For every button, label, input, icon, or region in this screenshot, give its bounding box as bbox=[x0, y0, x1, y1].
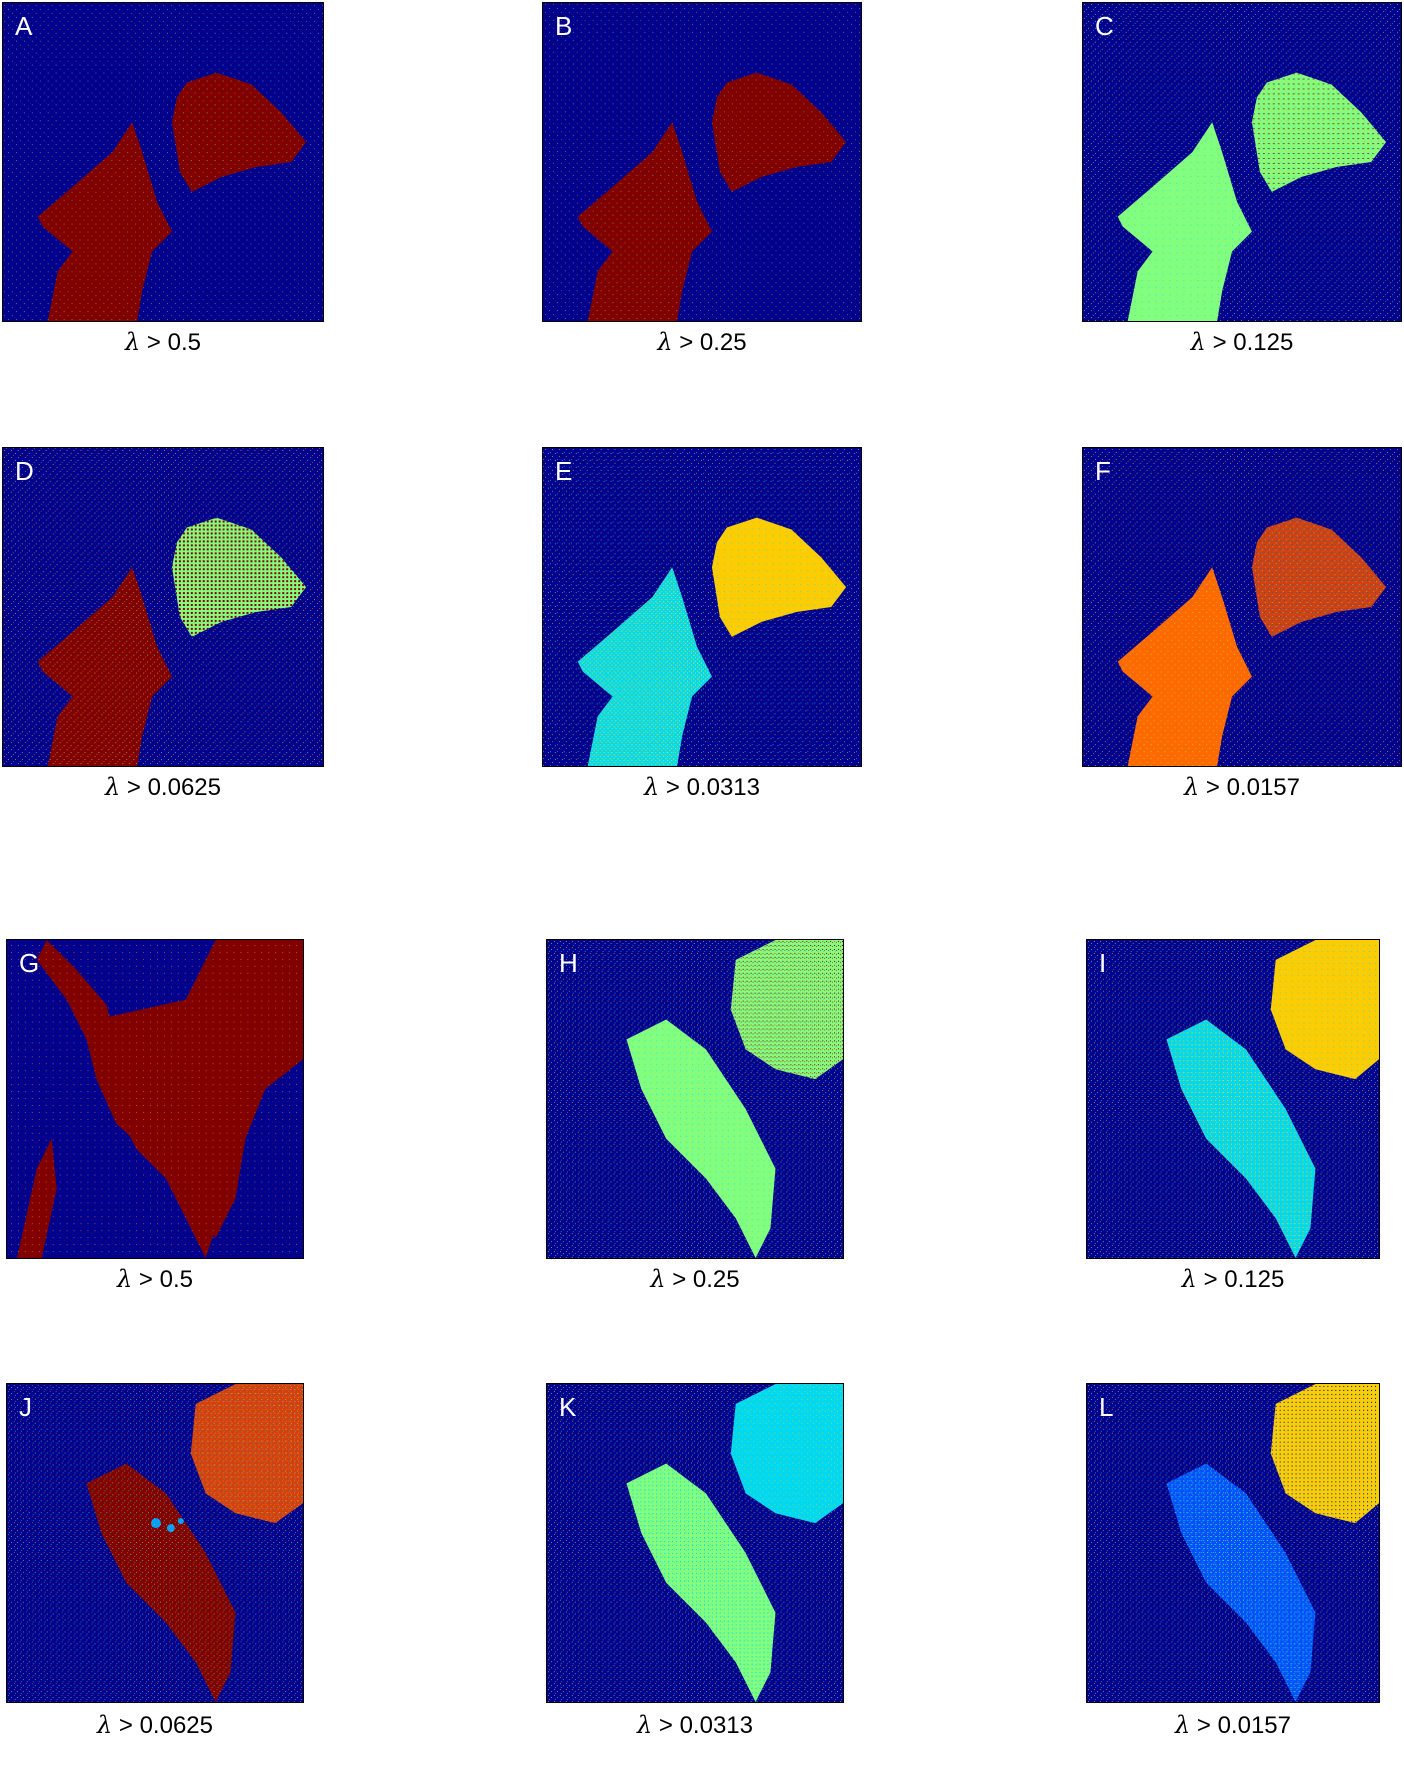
panel-letter: K bbox=[559, 1392, 577, 1422]
lambda-symbol: λ bbox=[117, 1265, 133, 1293]
segmentation-image-b: B bbox=[542, 2, 862, 322]
threshold-value: > 0.0313 bbox=[665, 774, 760, 801]
panel-letter: H bbox=[559, 948, 578, 978]
panel-e: E λ > 0.0313 bbox=[542, 447, 862, 802]
threshold-value: > 0.0625 bbox=[118, 1712, 213, 1739]
image-j-svg bbox=[7, 1384, 303, 1702]
panel-l: L λ > 0.0157 bbox=[1086, 1383, 1380, 1743]
segmentation-image-d: D bbox=[2, 447, 324, 767]
panel-caption: λ > 0.5 bbox=[6, 1267, 304, 1292]
threshold-value: > 0.0313 bbox=[658, 1712, 753, 1739]
panel-letter: B bbox=[555, 11, 573, 41]
panel-caption: λ > 0.25 bbox=[546, 1267, 844, 1292]
segmentation-image-j: J bbox=[6, 1383, 304, 1703]
lambda-symbol: λ bbox=[97, 1711, 113, 1739]
panel-caption: λ > 0.125 bbox=[1082, 330, 1402, 355]
threshold-value: > 0.0625 bbox=[126, 774, 221, 801]
threshold-value: > 0.0157 bbox=[1196, 1712, 1291, 1739]
panel-caption: λ > 0.125 bbox=[1086, 1267, 1380, 1292]
panel-letter: L bbox=[1099, 1392, 1114, 1422]
segmentation-image-g: G bbox=[6, 939, 304, 1259]
threshold-value: > 0.125 bbox=[1203, 1266, 1285, 1293]
panel-letter: G bbox=[19, 948, 40, 978]
panel-letter: C bbox=[1095, 11, 1114, 41]
segmentation-image-k: K bbox=[546, 1383, 844, 1703]
panel-caption: λ > 0.0313 bbox=[546, 1713, 844, 1738]
image-k-svg bbox=[547, 1384, 843, 1702]
panel-a: A λ > 0.5 bbox=[2, 2, 324, 355]
image-d-svg bbox=[3, 448, 323, 766]
image-e-svg bbox=[543, 448, 861, 766]
panel-letter: E bbox=[555, 456, 573, 486]
threshold-value: > 0.25 bbox=[679, 329, 747, 356]
panel-d: D λ > 0.0625 bbox=[2, 447, 324, 802]
segmentation-image-h: H bbox=[546, 939, 844, 1259]
image-h-svg bbox=[547, 940, 843, 1258]
image-f-svg bbox=[1083, 448, 1401, 766]
panel-caption: λ > 0.0313 bbox=[542, 775, 862, 800]
lambda-symbol: λ bbox=[650, 1265, 666, 1293]
panel-caption: λ > 0.5 bbox=[2, 330, 324, 355]
segmentation-image-f: F bbox=[1082, 447, 1402, 767]
panel-j: J λ > 0.0625 bbox=[6, 1383, 304, 1743]
panel-caption: λ > 0.0625 bbox=[2, 775, 324, 800]
image-g-svg bbox=[7, 940, 303, 1258]
panel-letter: I bbox=[1099, 948, 1107, 978]
panel-h: H λ > 0.25 bbox=[546, 939, 844, 1294]
segmentation-image-c: C bbox=[1082, 2, 1402, 322]
threshold-value: > 0.5 bbox=[138, 1266, 193, 1293]
segmentation-image-l: L bbox=[1086, 1383, 1380, 1703]
panel-caption: λ > 0.0157 bbox=[1086, 1713, 1380, 1738]
image-c-svg bbox=[1083, 3, 1401, 321]
threshold-value: > 0.125 bbox=[1212, 329, 1294, 356]
lambda-symbol: λ bbox=[125, 328, 141, 356]
panel-letter: F bbox=[1095, 456, 1111, 486]
lambda-symbol: λ bbox=[644, 773, 660, 801]
panel-g: G λ > 0.5 bbox=[6, 939, 304, 1294]
threshold-value: > 0.5 bbox=[146, 329, 201, 356]
panel-i: I λ > 0.125 bbox=[1086, 939, 1380, 1294]
panel-k: K λ > 0.0313 bbox=[546, 1383, 844, 1743]
panel-letter: A bbox=[15, 11, 33, 41]
image-a-svg bbox=[3, 3, 323, 321]
panel-letter: J bbox=[19, 1392, 32, 1422]
panel-letter: D bbox=[15, 456, 34, 486]
panel-caption: λ > 0.25 bbox=[542, 330, 862, 355]
lambda-symbol: λ bbox=[1175, 1711, 1191, 1739]
segmentation-image-i: I bbox=[1086, 939, 1380, 1259]
lambda-symbol: λ bbox=[105, 773, 121, 801]
lambda-symbol: λ bbox=[1184, 773, 1200, 801]
segmentation-image-e: E bbox=[542, 447, 862, 767]
panel-f: F λ > 0.0157 bbox=[1082, 447, 1402, 802]
panel-b: B λ > 0.25 bbox=[542, 2, 862, 355]
threshold-value: > 0.25 bbox=[672, 1266, 740, 1293]
image-l-svg bbox=[1087, 1384, 1379, 1702]
image-b-svg bbox=[543, 3, 861, 321]
segmentation-image-a: A bbox=[2, 2, 324, 322]
lambda-symbol: λ bbox=[1190, 328, 1206, 356]
threshold-value: > 0.0157 bbox=[1205, 774, 1300, 801]
image-i-svg bbox=[1087, 940, 1379, 1258]
panel-c: C λ > 0.125 bbox=[1082, 2, 1402, 355]
panel-caption: λ > 0.0157 bbox=[1082, 775, 1402, 800]
panel-caption: λ > 0.0625 bbox=[6, 1713, 304, 1738]
lambda-symbol: λ bbox=[637, 1711, 653, 1739]
lambda-symbol: λ bbox=[657, 328, 673, 356]
lambda-symbol: λ bbox=[1181, 1265, 1197, 1293]
